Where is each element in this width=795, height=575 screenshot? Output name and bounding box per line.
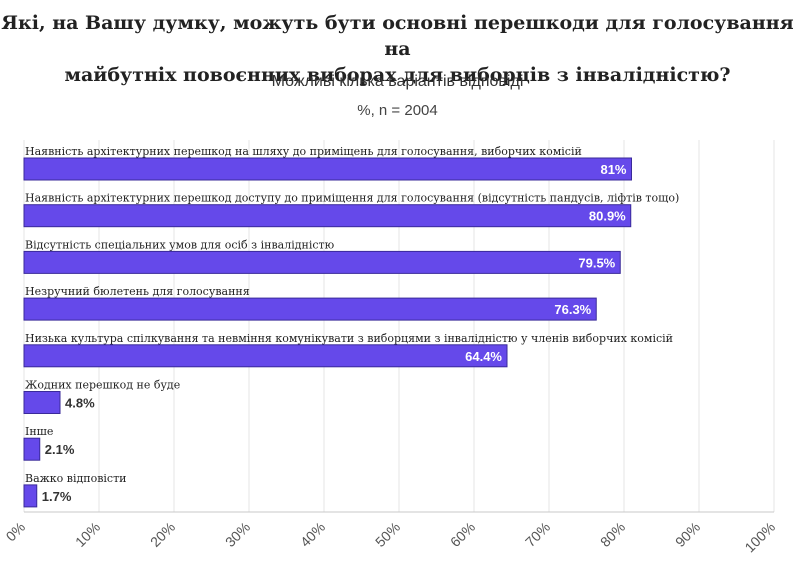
bar [23,344,508,368]
x-tick-label: 100% [741,519,778,556]
category-label: Важко відповісти [25,472,126,485]
chart-title-line-2: майбутніх повоєнних виборах для виборців… [64,64,731,86]
category-label: Відсутність спеціальних умов для осіб з … [25,238,335,251]
bar [23,391,61,414]
sample-size-note: %, n = 2004 [357,102,438,119]
value-label: 76.3% [554,302,591,317]
chart-title: Які, на Вашу думку, можуть бути основні … [0,10,795,88]
bar [23,157,632,181]
bar [23,250,621,274]
category-label: Жодних перешкод не буде [25,379,180,392]
grid-lines [23,140,775,512]
bars: Наявність архітектурних перешкод на шлях… [23,145,679,508]
category-label: Наявність архітектурних перешкод доступу… [25,192,679,205]
chart-title-line-1: Які, на Вашу думку, можуть бути основні … [1,12,794,60]
x-tick-label: 50% [372,519,403,550]
bar [23,204,632,228]
chart-subtitle: Можливі кілька варіантів відповіді [271,73,524,90]
value-label: 4.8% [65,396,95,411]
x-tick-label: 40% [297,519,328,550]
x-tick-label: 10% [72,519,103,550]
x-tick-label: 90% [672,519,703,550]
category-label: Інше [25,425,53,438]
x-tick-label: 60% [447,519,478,550]
x-tick-label: 20% [147,519,178,550]
x-tick-label: 70% [522,519,553,550]
category-label: Наявність архітектурних перешкод на шлях… [25,145,582,158]
value-label: 64.4% [465,349,502,364]
x-axis: 0% 10% 20% 30% 40% 50% 60% 70% 80% 90% 100% [2,511,778,556]
bar [23,297,597,321]
value-label: 79.5% [578,255,615,270]
x-tick-label: 80% [597,519,628,550]
value-label: 81% [600,162,626,177]
category-label: Незручний бюлетень для голосування [25,285,250,298]
bar [23,437,41,461]
x-tick-label: 30% [222,519,253,550]
bar [23,484,38,508]
category-label: Низька культура спілкування та невміння … [25,332,673,345]
value-label: 2.1% [45,442,75,457]
value-label: 80.9% [589,209,626,224]
x-tick-label: 0% [2,519,28,545]
value-label: 1.7% [42,489,72,504]
